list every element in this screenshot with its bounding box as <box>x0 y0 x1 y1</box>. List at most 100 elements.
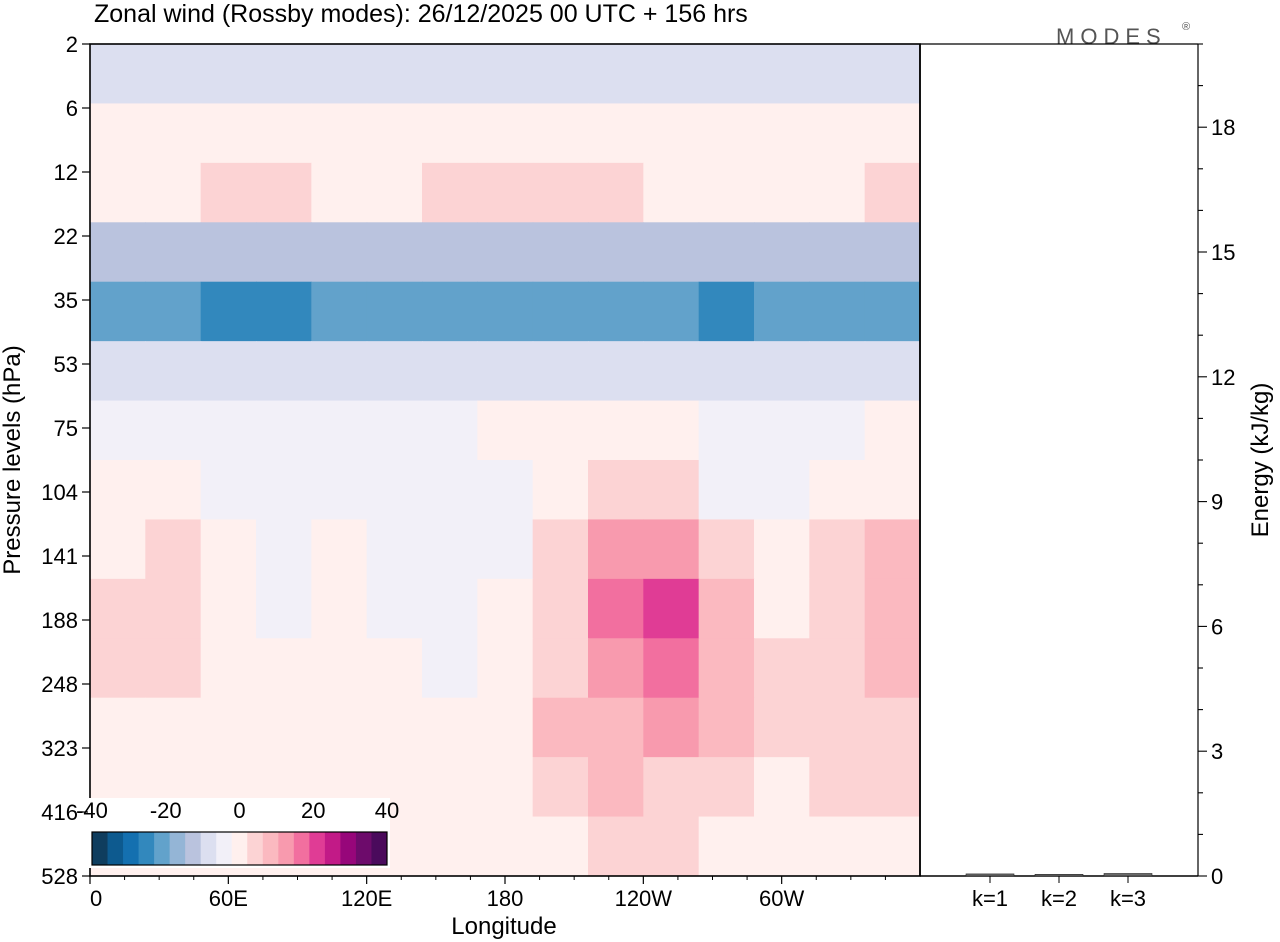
heatmap-cell <box>256 460 312 521</box>
heatmap-cell <box>864 638 920 699</box>
heatmap-cell <box>477 460 534 521</box>
heatmap-cell <box>532 638 589 699</box>
heatmap-cell <box>366 222 423 283</box>
heatmap-cell <box>200 400 257 461</box>
colorbar-swatch <box>355 832 372 865</box>
heatmap-cell <box>864 103 920 164</box>
heatmap-cell <box>588 578 644 639</box>
y-tick-label: 12 <box>54 160 78 185</box>
heatmap-cell <box>422 697 478 758</box>
heatmap-cell <box>809 638 866 699</box>
heatmap-cell <box>366 400 423 461</box>
heatmap-cell <box>90 519 146 580</box>
heatmap-cell <box>422 44 478 105</box>
heatmap-cell <box>366 578 423 639</box>
heatmap-cell <box>809 697 866 758</box>
heatmap-cell <box>366 162 423 223</box>
heatmap-cell <box>643 816 700 876</box>
x-tick-label: 120E <box>341 886 392 911</box>
heatmap-cell <box>200 222 257 283</box>
heatmap-cell <box>588 341 644 402</box>
heatmap-cell <box>477 578 534 639</box>
heatmap-cell <box>200 697 257 758</box>
heatmap-cell <box>366 281 423 342</box>
contour-plot: 0 60E 120E 180 120W 60W 2 6 12 22 35 53 75 104 141 188… <box>41 32 921 911</box>
energy-bar <box>1034 874 1084 877</box>
heatmap-cell <box>532 341 589 402</box>
colorbar-swatch <box>107 832 124 865</box>
heatmap-cell <box>477 162 534 223</box>
heatmap-cell <box>809 281 866 342</box>
heatmap-cell <box>311 44 368 105</box>
heatmap-cell <box>145 578 202 639</box>
heatmap-cell <box>754 757 810 818</box>
colorbar-swatch <box>200 832 217 865</box>
heatmap-cell <box>643 281 700 342</box>
heatmap-cell <box>809 578 866 639</box>
heatmap-cell <box>532 578 589 639</box>
heatmap-cell <box>754 460 810 521</box>
heatmap-cell <box>366 460 423 521</box>
heatmap-cell <box>366 697 423 758</box>
x-tick-label: 120W <box>615 886 673 911</box>
colorbar-swatch <box>92 832 109 865</box>
heatmap-cell <box>90 400 146 461</box>
y-tick-label: 416 <box>41 800 78 825</box>
energy-bar <box>1103 873 1153 877</box>
heatmap-cell <box>754 519 810 580</box>
heatmap-cell <box>643 638 700 699</box>
heatmap-cell <box>145 341 202 402</box>
heatmap-cell <box>643 341 700 402</box>
heatmap-cell <box>698 638 755 699</box>
heatmap-cell <box>477 341 534 402</box>
heatmap-cell <box>532 757 589 818</box>
heatmap-cell <box>532 697 589 758</box>
heatmap-cell <box>809 222 866 283</box>
heatmap-cell <box>256 519 312 580</box>
chart-title: Zonal wind (Rossby modes): 26/12/2025 00… <box>94 0 748 28</box>
colorbar-ticks: -40 -20 0 20 40 <box>76 798 399 823</box>
heatmap-cell <box>864 162 920 223</box>
modes-logo: MODES <box>1056 24 1167 49</box>
heatmap-cell <box>256 222 312 283</box>
energy-category-labels: k=1 k=2 k=3 <box>972 876 1146 911</box>
heatmap-cell <box>588 757 644 818</box>
heatmap-cell <box>698 816 755 876</box>
y-tick-label: 141 <box>41 544 78 569</box>
heatmap-cell <box>754 697 810 758</box>
heatmap-cell <box>643 697 700 758</box>
colorbar-tick-label: -40 <box>76 798 108 823</box>
heatmap-cell <box>256 400 312 461</box>
x-tick-label: 0 <box>90 886 102 911</box>
heatmap-cell <box>809 816 866 876</box>
colorbar-swatch <box>278 832 295 865</box>
y-tick-label: 104 <box>41 480 78 505</box>
heatmap-cell <box>698 400 755 461</box>
heatmap-cell <box>532 460 589 521</box>
heatmap-cell <box>311 638 368 699</box>
heatmap-cell <box>698 44 755 105</box>
heatmap-cell <box>311 341 368 402</box>
heatmap-cells <box>90 44 920 876</box>
heatmap-cell <box>698 341 755 402</box>
y-tick-label: 35 <box>54 288 78 313</box>
heatmap-cell <box>311 162 368 223</box>
heatmap-cell <box>311 460 368 521</box>
heatmap-cell <box>477 638 534 699</box>
heatmap-cell <box>90 44 146 105</box>
heatmap-cell <box>698 519 755 580</box>
heatmap-cell <box>145 400 202 461</box>
heatmap-cell <box>643 578 700 639</box>
heatmap-cell <box>477 519 534 580</box>
heatmap-cell <box>809 519 866 580</box>
y-tick-label: 6 <box>66 96 78 121</box>
heatmap-cell <box>588 519 644 580</box>
heatmap-cell <box>90 460 146 521</box>
heatmap-cell <box>311 578 368 639</box>
heatmap-cell <box>698 460 755 521</box>
heatmap-cell <box>145 638 202 699</box>
colorbar-swatch <box>231 832 248 865</box>
heatmap-cell <box>200 578 257 639</box>
heatmap-cell <box>366 103 423 164</box>
heatmap-cell <box>477 222 534 283</box>
